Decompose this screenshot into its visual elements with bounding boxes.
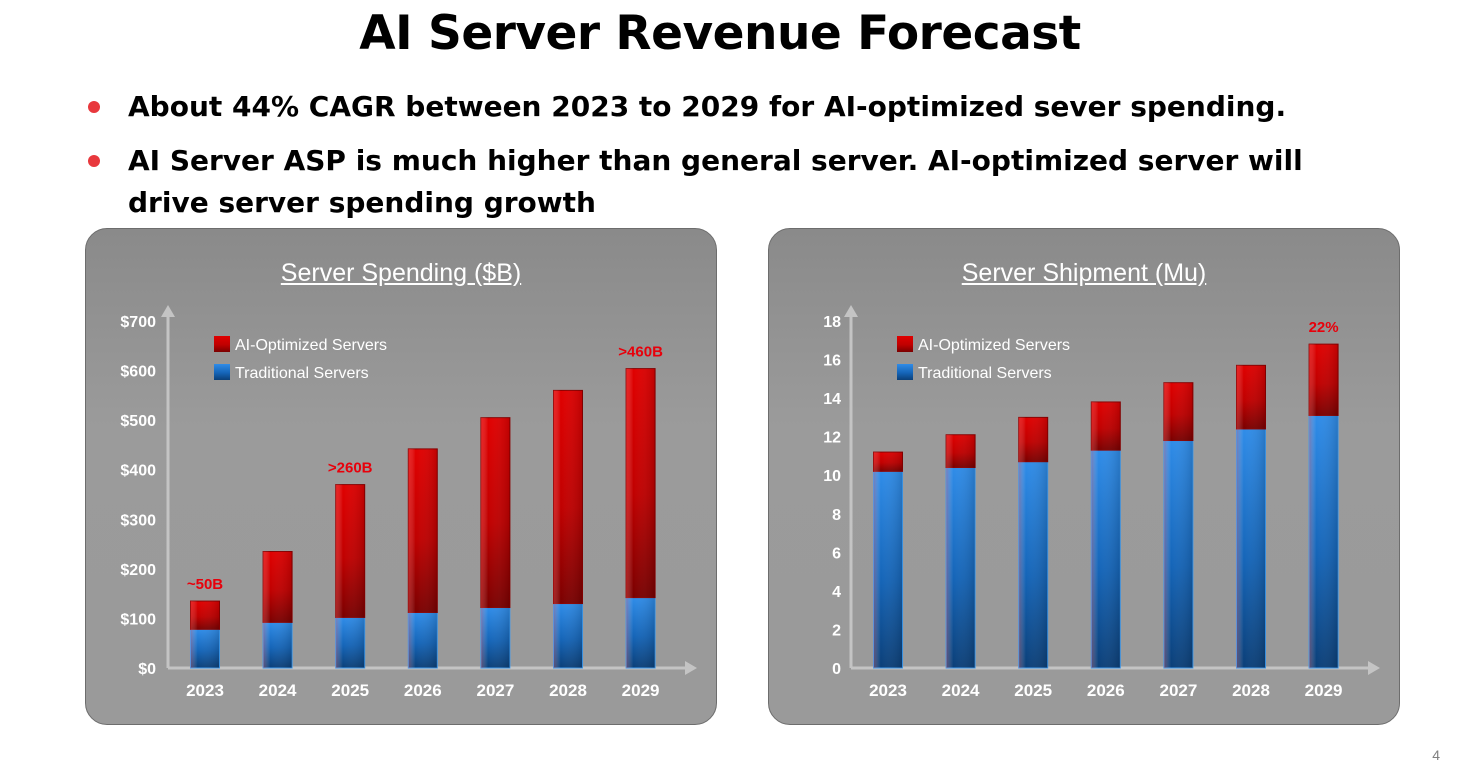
bar-annotation: >460B bbox=[618, 344, 663, 361]
x-tick-label: 2027 bbox=[476, 681, 514, 700]
page-number: 4 bbox=[1432, 747, 1440, 763]
x-tick-label: 2029 bbox=[622, 681, 660, 700]
y-tick-label: $200 bbox=[120, 562, 156, 579]
bar-shading bbox=[1091, 401, 1121, 668]
bar-shading bbox=[553, 390, 583, 668]
bullet-text: About 44% CAGR between 2023 to 2029 for … bbox=[128, 90, 1287, 123]
legend-swatch bbox=[897, 364, 913, 380]
page-title: AI Server Revenue Forecast bbox=[359, 6, 1081, 61]
y-axis-arrow-icon bbox=[844, 305, 858, 317]
x-axis-arrow-icon bbox=[1368, 661, 1380, 675]
x-tick-label: 2028 bbox=[549, 681, 587, 700]
x-tick-label: 2026 bbox=[404, 681, 442, 700]
y-tick-label: 6 bbox=[832, 545, 841, 562]
y-tick-label: $100 bbox=[120, 611, 156, 628]
chart-title: Server Shipment (Mu) bbox=[961, 259, 1207, 287]
bar-shading bbox=[1309, 344, 1339, 668]
legend-label: Traditional Servers bbox=[235, 365, 369, 382]
y-tick-label: 14 bbox=[823, 391, 841, 408]
y-tick-label: $500 bbox=[120, 413, 156, 430]
y-tick-label: 2 bbox=[832, 622, 841, 639]
bar-shading bbox=[946, 434, 976, 668]
legend-swatch bbox=[897, 336, 913, 352]
y-tick-label: 8 bbox=[832, 507, 841, 524]
shipment-chart-panel: Server Shipment (Mu) 0 2 4 6 8 10 12 14 16 18 2023… bbox=[768, 228, 1400, 725]
bar-shading bbox=[263, 551, 293, 668]
bar-shading bbox=[1236, 365, 1266, 668]
legend-swatch bbox=[214, 336, 230, 352]
y-tick-label: 4 bbox=[832, 584, 841, 601]
x-tick-label: 2023 bbox=[869, 681, 907, 700]
y-tick-label: $0 bbox=[138, 661, 156, 678]
bar-shading bbox=[190, 601, 220, 668]
legend-label: AI-Optimized Servers bbox=[918, 337, 1070, 354]
bullet-item: AI Server ASP is much higher than genera… bbox=[88, 140, 1388, 224]
bar-annotation: ~50B bbox=[187, 576, 223, 593]
bar-shading bbox=[626, 368, 656, 668]
x-tick-label: 2023 bbox=[186, 681, 224, 700]
legend-label: Traditional Servers bbox=[918, 365, 1052, 382]
bar-shading bbox=[480, 417, 510, 668]
shipment-chart: 0 2 4 6 8 10 12 14 16 18 2023 2024 2025 2026 2027 2028 2… bbox=[823, 305, 1380, 700]
bar-shading bbox=[873, 452, 903, 668]
bar-shading bbox=[1163, 382, 1193, 668]
y-tick-label: $300 bbox=[120, 512, 156, 529]
y-tick-label: $600 bbox=[120, 364, 156, 381]
legend-swatch bbox=[214, 364, 230, 380]
y-tick-label: 10 bbox=[823, 468, 841, 485]
bar-annotation: 22% bbox=[1309, 319, 1339, 336]
bar-shading bbox=[408, 448, 438, 668]
x-tick-label: 2029 bbox=[1305, 681, 1343, 700]
x-tick-label: 2024 bbox=[259, 681, 297, 700]
x-tick-label: 2026 bbox=[1087, 681, 1125, 700]
y-tick-label: 16 bbox=[823, 353, 841, 370]
bar-shading bbox=[335, 484, 365, 668]
y-tick-label: 18 bbox=[823, 314, 841, 331]
bar-shading bbox=[1018, 417, 1048, 668]
chart-title: Server Spending ($B) bbox=[280, 259, 522, 287]
y-tick-label: 12 bbox=[823, 430, 841, 447]
y-axis-arrow-icon bbox=[161, 305, 175, 317]
y-tick-label: $400 bbox=[120, 463, 156, 480]
y-tick-label: 0 bbox=[832, 661, 841, 678]
bullet-text: AI Server ASP is much higher than genera… bbox=[128, 144, 1303, 219]
legend-label: AI-Optimized Servers bbox=[235, 337, 387, 354]
x-tick-label: 2024 bbox=[942, 681, 980, 700]
x-tick-label: 2028 bbox=[1232, 681, 1270, 700]
x-axis-arrow-icon bbox=[685, 661, 697, 675]
bullet-list: About 44% CAGR between 2023 to 2029 for … bbox=[88, 86, 1388, 236]
spending-chart: $0 $100 $200 $300 $400 $500 $600 $700 2023 2024 20… bbox=[120, 305, 697, 700]
y-tick-label: $700 bbox=[120, 314, 156, 331]
bullet-dot-icon bbox=[88, 155, 100, 167]
x-tick-label: 2025 bbox=[331, 681, 369, 700]
x-tick-label: 2025 bbox=[1014, 681, 1052, 700]
bullet-item: About 44% CAGR between 2023 to 2029 for … bbox=[88, 86, 1388, 128]
bar-annotation: >260B bbox=[328, 460, 373, 477]
x-tick-label: 2027 bbox=[1159, 681, 1197, 700]
spending-chart-panel: Server Spending ($B) $0 $100 $200 $300 $400 $… bbox=[85, 228, 717, 725]
bullet-dot-icon bbox=[88, 101, 100, 113]
